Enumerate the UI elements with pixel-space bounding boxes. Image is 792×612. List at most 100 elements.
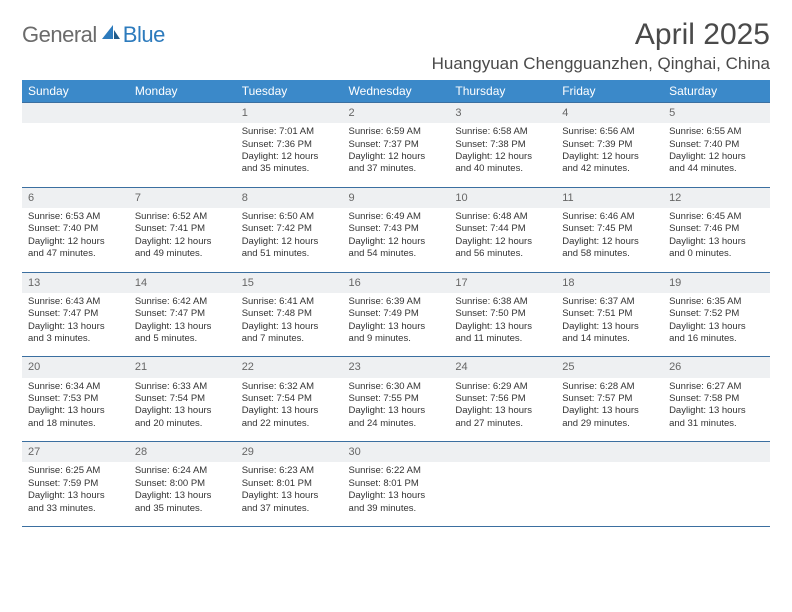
day-number-row: 12345: [22, 103, 770, 123]
day-number: 10: [449, 188, 556, 208]
day-number: 29: [236, 442, 343, 462]
day-details: Sunrise: 6:23 AMSunset: 8:01 PMDaylight:…: [236, 462, 343, 518]
title-block: April 2025 Huangyuan Chengguanzhen, Qing…: [432, 18, 770, 74]
day-cell: Sunrise: 6:58 AMSunset: 7:38 PMDaylight:…: [449, 123, 556, 187]
day-details: Sunrise: 6:27 AMSunset: 7:58 PMDaylight:…: [663, 378, 770, 434]
day-number: 3: [449, 103, 556, 123]
day-details: Sunrise: 6:52 AMSunset: 7:41 PMDaylight:…: [129, 208, 236, 264]
day-number: 17: [449, 273, 556, 293]
day-cell: Sunrise: 6:24 AMSunset: 8:00 PMDaylight:…: [129, 462, 236, 526]
day-number: 25: [556, 357, 663, 377]
day-cell: Sunrise: 6:41 AMSunset: 7:48 PMDaylight:…: [236, 293, 343, 357]
day-number: 13: [22, 273, 129, 293]
day-number: 22: [236, 357, 343, 377]
day-number: [129, 103, 236, 123]
day-details: Sunrise: 6:35 AMSunset: 7:52 PMDaylight:…: [663, 293, 770, 349]
day-number: 16: [343, 273, 450, 293]
weekday-header: Monday: [129, 80, 236, 103]
day-details: Sunrise: 6:42 AMSunset: 7:47 PMDaylight:…: [129, 293, 236, 349]
weekday-header: Sunday: [22, 80, 129, 103]
day-cell: Sunrise: 6:49 AMSunset: 7:43 PMDaylight:…: [343, 208, 450, 272]
day-number: 5: [663, 103, 770, 123]
day-number: [556, 442, 663, 462]
day-number: 28: [129, 442, 236, 462]
day-cell: Sunrise: 6:37 AMSunset: 7:51 PMDaylight:…: [556, 293, 663, 357]
day-number-row: 27282930: [22, 442, 770, 462]
day-number: 19: [663, 273, 770, 293]
day-number: [22, 103, 129, 123]
day-cell: Sunrise: 6:39 AMSunset: 7:49 PMDaylight:…: [343, 293, 450, 357]
day-details: Sunrise: 6:22 AMSunset: 8:01 PMDaylight:…: [343, 462, 450, 518]
day-details: Sunrise: 6:29 AMSunset: 7:56 PMDaylight:…: [449, 378, 556, 434]
day-number: 2: [343, 103, 450, 123]
day-cell: Sunrise: 6:50 AMSunset: 7:42 PMDaylight:…: [236, 208, 343, 272]
weekday-header: Friday: [556, 80, 663, 103]
day-cell: Sunrise: 7:01 AMSunset: 7:36 PMDaylight:…: [236, 123, 343, 187]
day-details: Sunrise: 6:28 AMSunset: 7:57 PMDaylight:…: [556, 378, 663, 434]
day-details: Sunrise: 6:56 AMSunset: 7:39 PMDaylight:…: [556, 123, 663, 179]
day-number-row: 6789101112: [22, 188, 770, 208]
day-number: 21: [129, 357, 236, 377]
day-details-row: Sunrise: 6:43 AMSunset: 7:47 PMDaylight:…: [22, 293, 770, 357]
day-details: Sunrise: 6:32 AMSunset: 7:54 PMDaylight:…: [236, 378, 343, 434]
day-cell: Sunrise: 6:48 AMSunset: 7:44 PMDaylight:…: [449, 208, 556, 272]
day-number-row: 13141516171819: [22, 273, 770, 293]
page-title: April 2025: [432, 18, 770, 52]
day-cell: Sunrise: 6:46 AMSunset: 7:45 PMDaylight:…: [556, 208, 663, 272]
day-cell: Sunrise: 6:25 AMSunset: 7:59 PMDaylight:…: [22, 462, 129, 526]
day-details: Sunrise: 6:39 AMSunset: 7:49 PMDaylight:…: [343, 293, 450, 349]
day-cell: [556, 462, 663, 526]
day-number: 20: [22, 357, 129, 377]
day-details: Sunrise: 6:41 AMSunset: 7:48 PMDaylight:…: [236, 293, 343, 349]
day-cell: Sunrise: 6:53 AMSunset: 7:40 PMDaylight:…: [22, 208, 129, 272]
day-details-row: Sunrise: 7:01 AMSunset: 7:36 PMDaylight:…: [22, 123, 770, 187]
day-details-row: Sunrise: 6:25 AMSunset: 7:59 PMDaylight:…: [22, 462, 770, 526]
day-details: Sunrise: 6:49 AMSunset: 7:43 PMDaylight:…: [343, 208, 450, 264]
day-cell: Sunrise: 6:22 AMSunset: 8:01 PMDaylight:…: [343, 462, 450, 526]
day-cell: Sunrise: 6:43 AMSunset: 7:47 PMDaylight:…: [22, 293, 129, 357]
day-cell: Sunrise: 6:29 AMSunset: 7:56 PMDaylight:…: [449, 378, 556, 442]
day-details: Sunrise: 6:37 AMSunset: 7:51 PMDaylight:…: [556, 293, 663, 349]
day-cell: Sunrise: 6:30 AMSunset: 7:55 PMDaylight:…: [343, 378, 450, 442]
day-cell: Sunrise: 6:32 AMSunset: 7:54 PMDaylight:…: [236, 378, 343, 442]
day-number: 1: [236, 103, 343, 123]
day-number: 6: [22, 188, 129, 208]
calendar-table: SundayMondayTuesdayWednesdayThursdayFrid…: [22, 80, 770, 527]
location: Huangyuan Chengguanzhen, Qinghai, China: [432, 54, 770, 74]
day-number: 12: [663, 188, 770, 208]
day-details: Sunrise: 6:38 AMSunset: 7:50 PMDaylight:…: [449, 293, 556, 349]
day-details: Sunrise: 7:01 AMSunset: 7:36 PMDaylight:…: [236, 123, 343, 179]
weekday-header: Saturday: [663, 80, 770, 103]
day-number: 9: [343, 188, 450, 208]
day-number: 15: [236, 273, 343, 293]
day-details: Sunrise: 6:43 AMSunset: 7:47 PMDaylight:…: [22, 293, 129, 349]
day-number: [663, 442, 770, 462]
day-cell: Sunrise: 6:27 AMSunset: 7:58 PMDaylight:…: [663, 378, 770, 442]
day-cell: Sunrise: 6:23 AMSunset: 8:01 PMDaylight:…: [236, 462, 343, 526]
weekday-header: Tuesday: [236, 80, 343, 103]
day-cell: Sunrise: 6:52 AMSunset: 7:41 PMDaylight:…: [129, 208, 236, 272]
day-number: 18: [556, 273, 663, 293]
day-cell: [449, 462, 556, 526]
logo: General Blue: [22, 22, 165, 48]
day-details: Sunrise: 6:59 AMSunset: 7:37 PMDaylight:…: [343, 123, 450, 179]
day-cell: Sunrise: 6:45 AMSunset: 7:46 PMDaylight:…: [663, 208, 770, 272]
weekday-header: Thursday: [449, 80, 556, 103]
day-number: 27: [22, 442, 129, 462]
day-cell: Sunrise: 6:33 AMSunset: 7:54 PMDaylight:…: [129, 378, 236, 442]
day-number-row: 20212223242526: [22, 357, 770, 377]
logo-sail-icon: [101, 24, 121, 47]
day-cell: Sunrise: 6:38 AMSunset: 7:50 PMDaylight:…: [449, 293, 556, 357]
day-details: Sunrise: 6:53 AMSunset: 7:40 PMDaylight:…: [22, 208, 129, 264]
day-details: Sunrise: 6:45 AMSunset: 7:46 PMDaylight:…: [663, 208, 770, 264]
day-cell: Sunrise: 6:42 AMSunset: 7:47 PMDaylight:…: [129, 293, 236, 357]
day-details-row: Sunrise: 6:34 AMSunset: 7:53 PMDaylight:…: [22, 378, 770, 442]
logo-text-blue: Blue: [123, 22, 165, 48]
day-number: 26: [663, 357, 770, 377]
weekday-header-row: SundayMondayTuesdayWednesdayThursdayFrid…: [22, 80, 770, 103]
day-number: 14: [129, 273, 236, 293]
day-details: Sunrise: 6:46 AMSunset: 7:45 PMDaylight:…: [556, 208, 663, 264]
day-cell: Sunrise: 6:56 AMSunset: 7:39 PMDaylight:…: [556, 123, 663, 187]
day-number: 30: [343, 442, 450, 462]
day-cell: Sunrise: 6:55 AMSunset: 7:40 PMDaylight:…: [663, 123, 770, 187]
